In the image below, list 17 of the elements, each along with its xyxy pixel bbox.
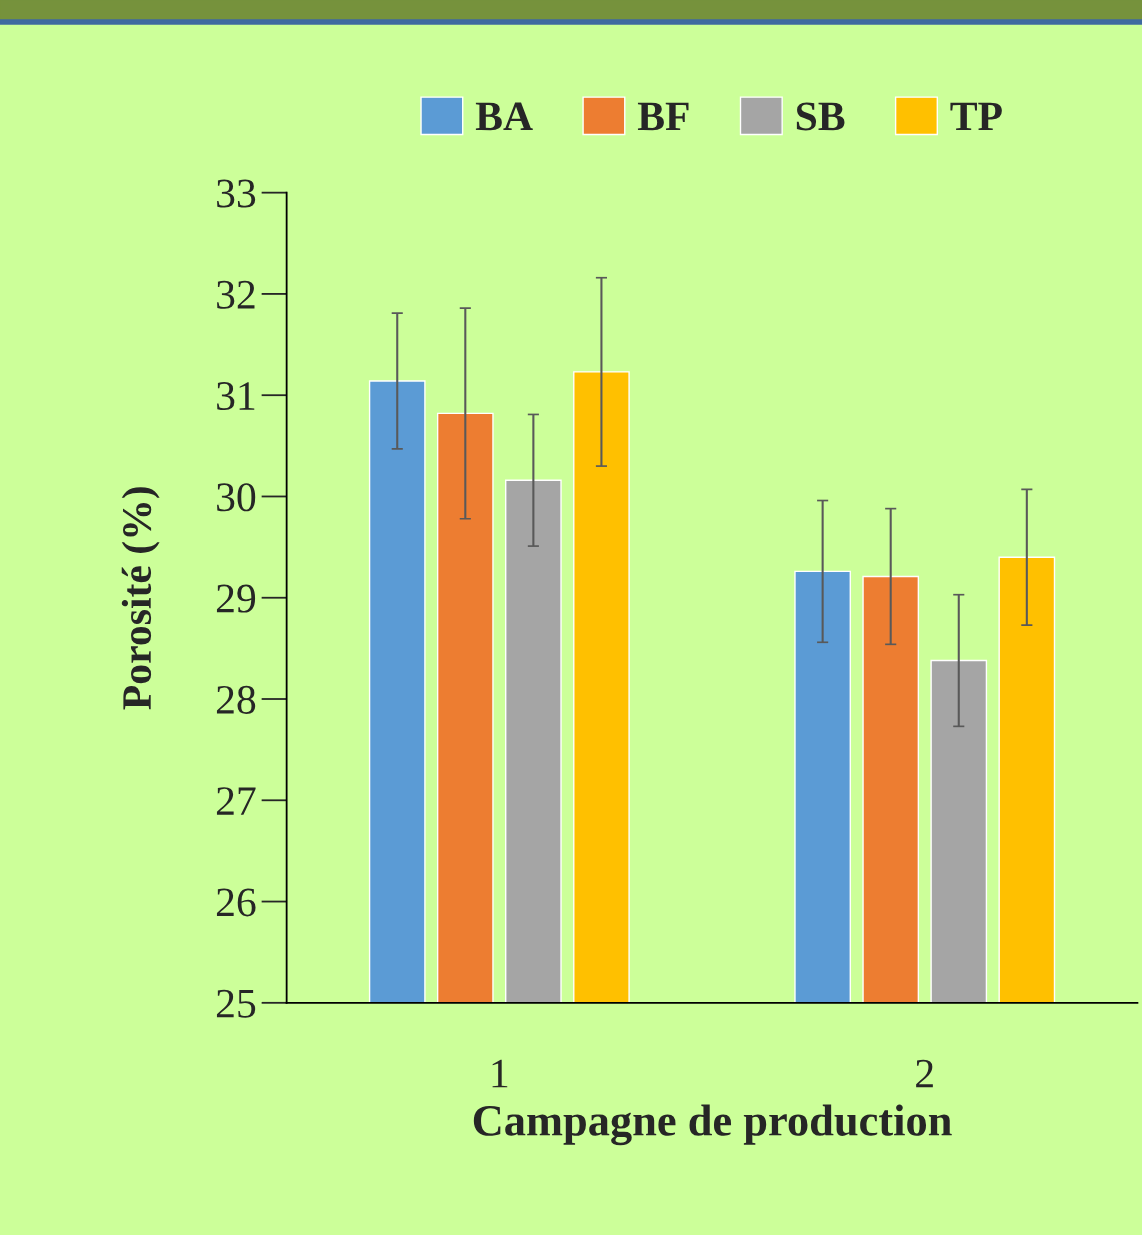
x-axis-title: Campagne de production xyxy=(473,1104,952,1146)
legend-label: BA xyxy=(475,102,533,131)
legend-label: SB xyxy=(796,102,845,131)
x-tick-label: 1 xyxy=(492,1059,508,1088)
y-tick-label: 26 xyxy=(216,888,256,917)
y-axis-title: Porosité (%) xyxy=(121,487,160,710)
y-tick-label: 28 xyxy=(216,685,256,714)
y-tick-label: 33 xyxy=(217,179,256,208)
y-tick-label: 30 xyxy=(217,483,256,512)
y-tick-label: 27 xyxy=(216,787,256,815)
y-tick-label: 29 xyxy=(216,584,256,613)
x-tick-label: 2 xyxy=(916,1059,933,1088)
y-tick-label: 25 xyxy=(216,989,256,1018)
legend-label: TP xyxy=(950,102,1002,131)
y-tick-label: 31 xyxy=(217,382,255,411)
y-tick-label: 32 xyxy=(217,280,255,309)
legend-label: BF xyxy=(637,102,689,131)
